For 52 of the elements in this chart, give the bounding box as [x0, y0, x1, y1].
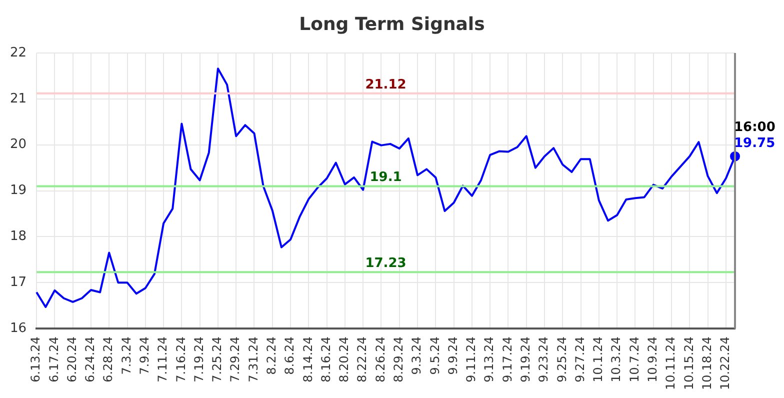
x-tick-label: 7.29.24: [228, 336, 242, 382]
x-tick-label: 10.18.24: [700, 336, 714, 390]
x-tick-label: 9.11.24: [464, 336, 478, 382]
y-tick-label: 21: [10, 91, 27, 106]
x-tick-label: 7.3.24: [119, 336, 134, 375]
annotation: 16:00: [734, 120, 776, 136]
x-tick-label: 10.3.24: [609, 336, 624, 382]
x-tick-label: 7.11.24: [156, 336, 170, 382]
x-tick-label: 7.9.24: [138, 336, 152, 375]
x-tick-label: 9.9.24: [446, 336, 460, 375]
x-tick-label: 10.15.24: [682, 336, 696, 390]
x-tick-label: 7.19.24: [192, 336, 206, 382]
data-label: 19.75: [734, 136, 776, 152]
x-tick-label: 9.27.24: [572, 336, 587, 382]
y-tick-label: 20: [10, 137, 27, 152]
x-tick-label: 8.16.24: [318, 336, 333, 382]
x-tick-label: 9.13.24: [482, 336, 496, 382]
x-tick-label: 9.25.24: [554, 336, 569, 382]
ref-line-label: 21.12: [365, 77, 406, 92]
x-tick-label: 8.14.24: [300, 336, 315, 382]
x-tick-label: 9.19.24: [518, 336, 532, 382]
ref-line-label: 19.1: [370, 170, 402, 186]
y-tick-label: 22: [10, 45, 27, 60]
x-tick-label: 6.17.24: [46, 336, 61, 382]
y-tick-label: 18: [10, 229, 27, 244]
x-tick-label: 6.24.24: [83, 336, 98, 382]
chart-title: Long Term Signals: [298, 14, 486, 35]
x-tick-label: 8.20.24: [337, 336, 352, 382]
x-tick-label: 8.26.24: [373, 336, 388, 382]
x-tick-label: 6.13.24: [28, 336, 43, 382]
x-tick-label: 8.6.24: [282, 336, 297, 375]
x-tick-label: 7.16.24: [174, 336, 188, 382]
x-tick-label: 10.11.24: [664, 336, 678, 390]
y-tick-label: 16: [10, 320, 27, 336]
x-tick-label: 7.31.24: [246, 336, 260, 382]
x-tick-label: 9.23.24: [536, 336, 551, 382]
x-tick-label: 6.28.24: [101, 336, 116, 382]
y-tick-label: 17: [10, 275, 27, 290]
x-tick-label: 10.1.24: [591, 336, 606, 382]
x-tick-label: 10.7.24: [627, 336, 642, 382]
x-tick-label: 8.22.24: [355, 336, 370, 382]
x-tick-label: 10.9.24: [645, 336, 660, 382]
x-tick-label: 7.25.24: [210, 336, 224, 382]
x-tick-label: 6.20.24: [64, 336, 79, 382]
x-tick-label: 9.17.24: [500, 336, 514, 382]
x-tick-label: 10.22.24: [718, 336, 732, 390]
ref-line-label: 17.23: [365, 256, 406, 271]
x-tick-label: 8.29.24: [392, 336, 406, 382]
y-tick-label: 19: [10, 183, 27, 198]
x-tick-label: 9.5.24: [428, 336, 442, 375]
x-tick-label: 8.2.24: [264, 336, 279, 375]
x-tick-label: 9.3.24: [410, 336, 424, 375]
